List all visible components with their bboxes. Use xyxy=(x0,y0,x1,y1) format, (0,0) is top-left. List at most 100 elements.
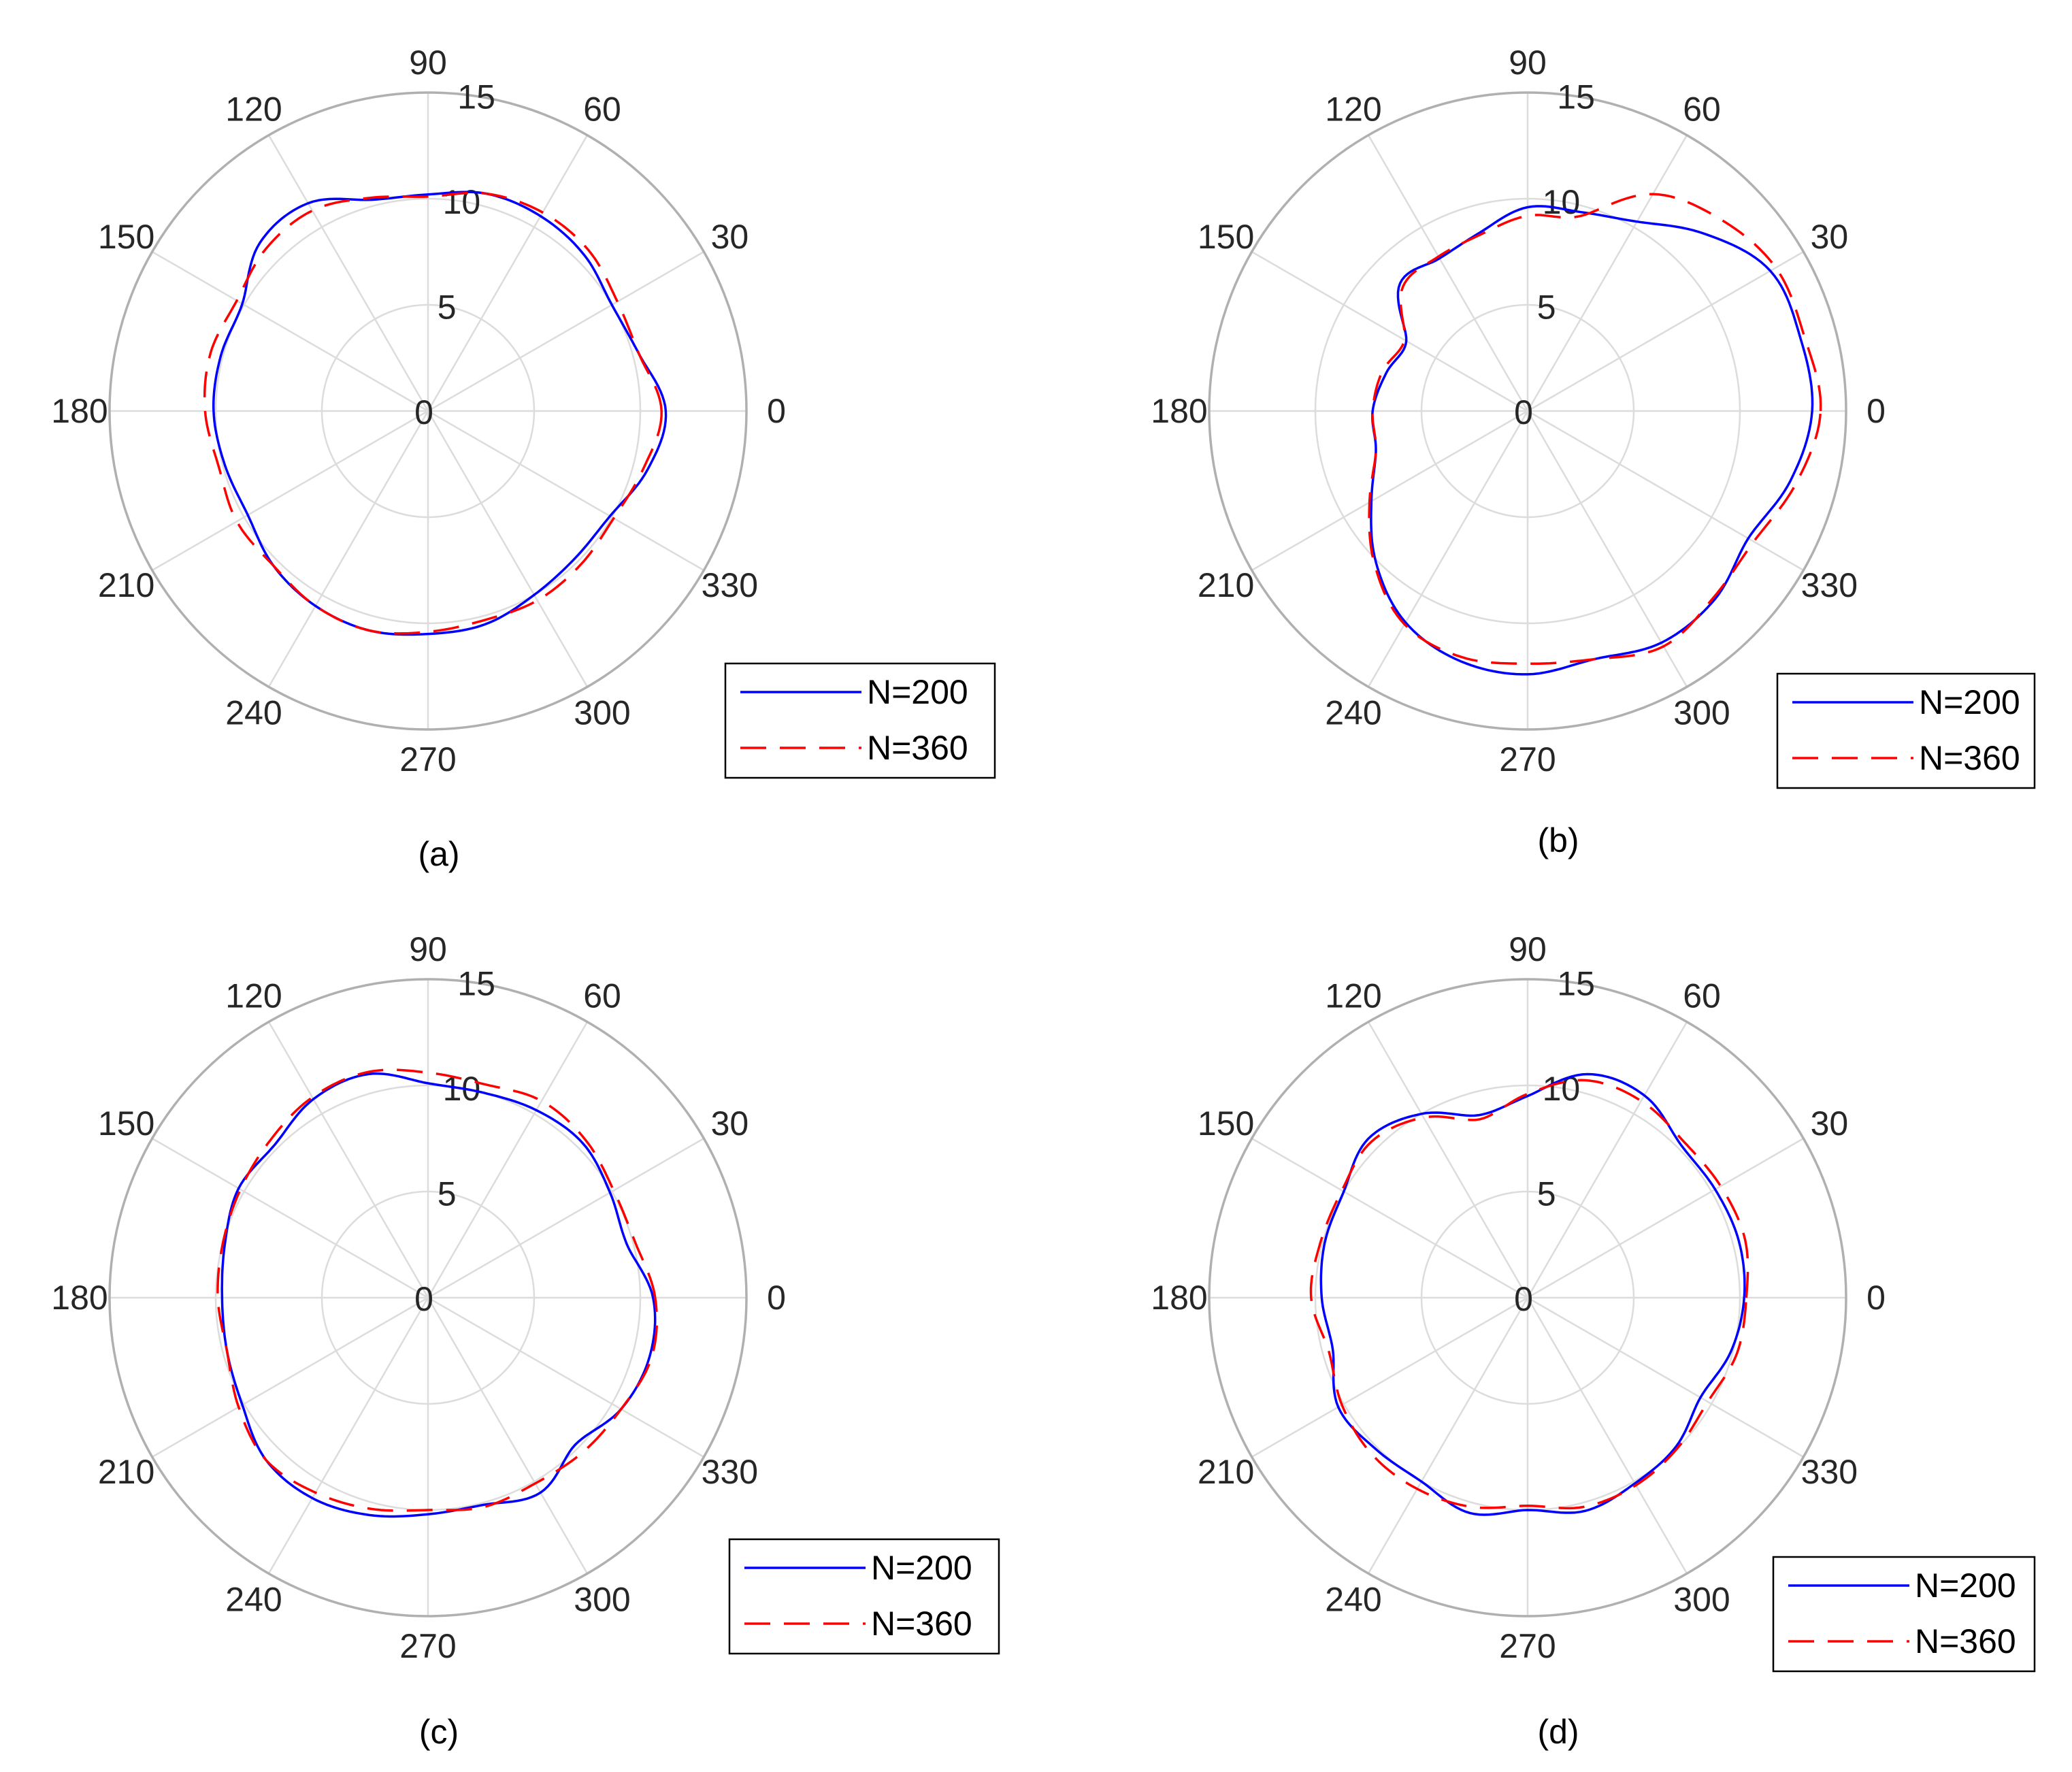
r-tick-label: 15 xyxy=(457,78,495,116)
grid-spoke xyxy=(427,1296,704,1458)
legend-label: N=360 xyxy=(1915,1622,2016,1660)
grid-spoke xyxy=(1527,1296,1804,1458)
grid-ring xyxy=(320,1190,536,1405)
legend-label: N=200 xyxy=(871,1549,972,1587)
legend-label: N=360 xyxy=(867,729,968,767)
grid-spoke xyxy=(152,1296,429,1458)
r-tick-label: 15 xyxy=(1557,965,1595,1003)
theta-tick-label: 180 xyxy=(51,392,108,430)
grid-spoke xyxy=(427,135,589,412)
theta-tick-label: 60 xyxy=(583,977,621,1015)
theta-tick-label: 240 xyxy=(1325,693,1381,732)
r-tick-label: 5 xyxy=(438,289,457,327)
r-tick-label: 5 xyxy=(1537,289,1556,327)
grid-spoke xyxy=(1527,410,1804,572)
series-line-n360 xyxy=(203,191,663,635)
r-tick-label: 0 xyxy=(1514,393,1533,431)
theta-tick-label: 60 xyxy=(1683,977,1721,1015)
legend: N=200 N=360 xyxy=(1776,672,2036,789)
grid-spoke xyxy=(1251,250,1528,412)
theta-tick-label: 330 xyxy=(1801,1453,1858,1491)
grid-spoke xyxy=(1367,1021,1529,1298)
theta-tick-label: 180 xyxy=(51,1279,108,1317)
grid-spoke xyxy=(1526,135,1688,412)
theta-tick-label: 300 xyxy=(574,693,630,732)
grid-ring xyxy=(1420,1190,1635,1405)
series-line-n360 xyxy=(1309,1079,1749,1510)
legend-label: N=360 xyxy=(871,1605,972,1643)
outer-ring xyxy=(1208,978,1847,1618)
series-line-n200 xyxy=(1319,1072,1746,1516)
r-tick-label: 15 xyxy=(457,965,495,1003)
legend-box xyxy=(1776,672,2036,789)
theta-tick-label: 270 xyxy=(1499,740,1556,778)
theta-tick-label: 330 xyxy=(702,1453,758,1491)
legend: N=200 N=360 xyxy=(724,662,996,779)
legend-box xyxy=(728,1538,1000,1655)
panel-caption: (c) xyxy=(419,1713,459,1751)
theta-tick-label: 300 xyxy=(1673,693,1730,732)
theta-tick-label: 240 xyxy=(225,693,282,732)
r-tick-label: 10 xyxy=(443,183,481,221)
r-tick-label: 5 xyxy=(438,1175,457,1213)
grid-spoke xyxy=(152,1137,429,1299)
theta-tick-label: 90 xyxy=(409,44,447,82)
theta-tick-label: 0 xyxy=(1867,392,1886,430)
theta-tick-label: 30 xyxy=(711,1104,749,1143)
legend: N=200 N=360 xyxy=(1772,1556,2036,1673)
grid-spoke xyxy=(427,1021,589,1298)
theta-tick-label: 0 xyxy=(767,1279,786,1317)
grid-spoke xyxy=(1251,1296,1528,1458)
theta-tick-label: 60 xyxy=(583,91,621,129)
theta-tick-label: 270 xyxy=(1499,1627,1556,1665)
legend-box xyxy=(724,662,996,779)
grid-spoke xyxy=(267,1297,429,1574)
outer-ring xyxy=(108,91,748,731)
legend: N=200 N=360 xyxy=(728,1538,1000,1655)
outer-ring xyxy=(108,978,748,1618)
theta-tick-label: 30 xyxy=(1811,218,1849,256)
grid-spoke xyxy=(1526,1021,1688,1298)
r-tick-label: 0 xyxy=(414,393,433,431)
grid-ring xyxy=(1420,303,1635,519)
grid-spoke xyxy=(1367,410,1529,687)
theta-tick-label: 120 xyxy=(1325,977,1381,1015)
theta-tick-label: 210 xyxy=(1198,566,1254,604)
grid-spoke xyxy=(1251,1137,1528,1299)
series-line-n360 xyxy=(1368,193,1822,666)
polar-chart-0: 0 30 60 90 120 150 180 210 240 270 300 330 0 5 10 15 (a)… xyxy=(51,44,996,873)
theta-tick-label: 60 xyxy=(1683,91,1721,129)
theta-tick-label: 120 xyxy=(1325,91,1381,129)
theta-tick-label: 240 xyxy=(1325,1580,1381,1618)
grid-spoke xyxy=(1527,1137,1804,1299)
series-line-n360 xyxy=(216,1068,659,1512)
grid-spoke xyxy=(267,135,429,412)
theta-tick-label: 150 xyxy=(98,218,154,256)
r-tick-label: 5 xyxy=(1537,1175,1556,1213)
theta-tick-label: 120 xyxy=(225,977,282,1015)
polar-chart-1: 0306090120150180210240270300330051015(b)… xyxy=(1151,44,2036,859)
grid-spoke xyxy=(427,1137,704,1299)
panel-caption: (d) xyxy=(1537,1713,1579,1751)
grid-spoke xyxy=(152,410,429,572)
theta-tick-label: 150 xyxy=(98,1104,154,1143)
r-tick-label: 0 xyxy=(414,1280,433,1318)
legend-label: N=200 xyxy=(1919,683,2020,721)
legend-box xyxy=(1772,1556,2036,1673)
theta-tick-label: 300 xyxy=(1673,1580,1730,1618)
grid-spoke xyxy=(427,1297,589,1574)
r-tick-label: 15 xyxy=(1557,78,1595,116)
r-tick-label: 0 xyxy=(1514,1280,1533,1318)
grid-spoke xyxy=(1367,1297,1529,1574)
panel-caption: (a) xyxy=(418,835,459,873)
theta-tick-label: 30 xyxy=(711,218,749,256)
grid-spoke xyxy=(1526,410,1688,687)
theta-tick-label: 90 xyxy=(1509,44,1547,82)
theta-tick-label: 120 xyxy=(225,91,282,129)
theta-tick-label: 330 xyxy=(1801,566,1858,604)
theta-tick-label: 270 xyxy=(399,1627,456,1665)
legend-label: N=200 xyxy=(1915,1566,2016,1605)
theta-tick-label: 210 xyxy=(98,566,154,604)
theta-tick-label: 180 xyxy=(1151,1279,1207,1317)
